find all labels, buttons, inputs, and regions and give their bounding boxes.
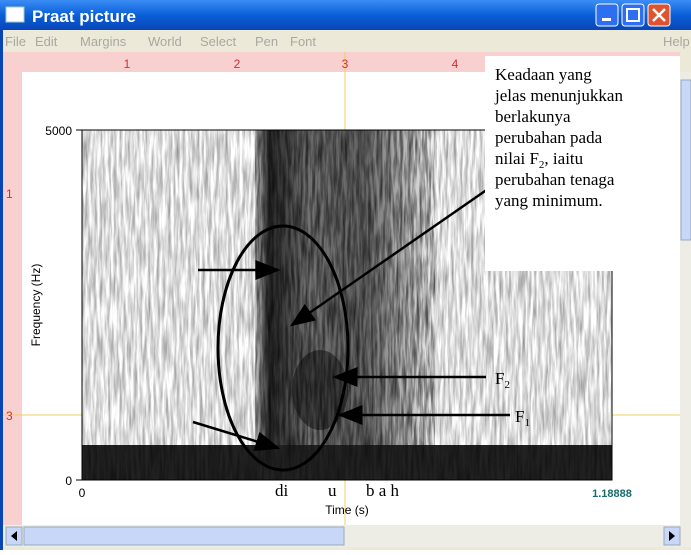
y-tick-label: 5000	[45, 124, 72, 138]
annotation-line: jelas menunjukkan	[494, 86, 623, 105]
vertical-thumb[interactable]	[680, 79, 691, 241]
annotation-line: Keadaan yang	[495, 65, 592, 84]
arrow-icon	[11, 531, 17, 541]
label-text: F	[515, 407, 524, 426]
menu-item[interactable]: Margins	[80, 34, 127, 49]
label-sub: 1	[524, 417, 530, 429]
plot-frame	[81, 129, 613, 481]
annotation-sub: 2	[539, 159, 545, 171]
ruler-label: 4	[452, 57, 459, 71]
menu-item[interactable]: Font	[290, 34, 316, 49]
maximize-button[interactable]	[621, 3, 645, 27]
ruler-label: 3	[342, 57, 349, 71]
annotation-line: perubahan pada	[495, 128, 603, 147]
close-icon	[652, 8, 666, 22]
label-text: F	[495, 369, 504, 388]
annotation-text: , iaitu	[544, 149, 583, 168]
y-axis-label: Frequency (Hz)	[29, 264, 43, 347]
minimize-button[interactable]	[595, 3, 619, 27]
app-icon	[5, 6, 25, 23]
menu-item[interactable]: World	[148, 34, 182, 49]
arrow	[192, 420, 281, 451]
menu-bar: File Edit Margins World Select Pen Font Help	[5, 34, 690, 49]
label-sub: 2	[504, 379, 510, 391]
maximize-icon	[626, 8, 640, 22]
annotation-text: nilai F	[495, 149, 539, 168]
menu-item[interactable]: Edit	[35, 34, 58, 49]
spectrogram-texture	[255, 130, 435, 450]
annotation: Keadaan yang jelas menunjukkan berlakunya p…	[494, 65, 623, 210]
menu-item[interactable]: Pen	[255, 34, 278, 49]
segment-label: b a h	[366, 481, 400, 500]
x-tick-label: 0	[79, 486, 86, 500]
window-title: Praat picture	[32, 7, 136, 26]
annotation-line: nilai F2, iaitu	[495, 149, 584, 171]
x-axis-label: Time (s)	[325, 503, 369, 517]
horizontal-thumb[interactable]	[23, 526, 345, 546]
annotation-box	[485, 56, 680, 271]
ruler-label: 1	[6, 187, 13, 201]
rulers: 1 2 3 4 1 3	[6, 57, 459, 423]
x-tick-label: 1.18888	[592, 488, 632, 500]
arrow	[289, 180, 499, 327]
vertical-scrollbar[interactable]	[680, 72, 691, 525]
annotation-line: yang minimum.	[495, 191, 603, 210]
ruler-label: 3	[6, 409, 13, 423]
title-bar	[0, 0, 691, 30]
arrows	[192, 180, 510, 451]
segment-label: di	[275, 481, 289, 500]
low-freq-texture	[82, 445, 612, 480]
f2-label: F2	[495, 369, 510, 391]
highlight-ellipse	[216, 224, 350, 472]
f1-label: F1	[515, 407, 530, 429]
minimize-icon	[602, 18, 611, 21]
annotation-line: perubahan tenaga	[495, 170, 615, 189]
menu-item[interactable]: Select	[200, 34, 237, 49]
y-tick-label: 0	[65, 474, 72, 488]
ruler-label: 1	[124, 57, 131, 71]
menu-item[interactable]: Help	[663, 34, 690, 49]
menu-item[interactable]: File	[5, 34, 26, 49]
segment-label: u	[328, 481, 337, 500]
arrow-icon	[669, 531, 675, 541]
annotation-line: berlakunya	[495, 107, 571, 126]
ruler-label: 2	[234, 57, 241, 71]
formant-blob	[292, 350, 348, 430]
